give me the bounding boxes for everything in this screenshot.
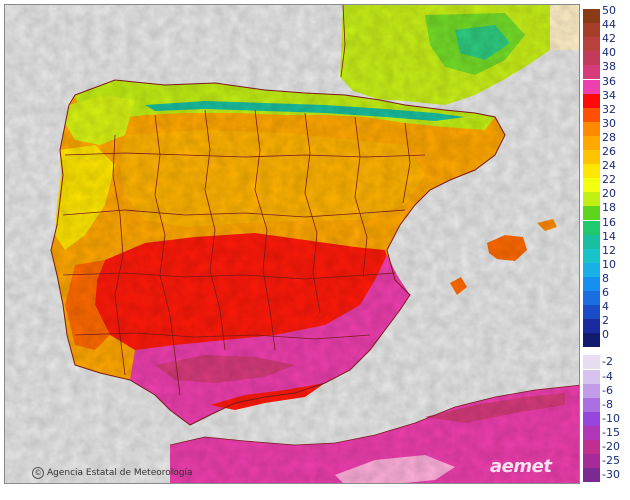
legend-label: 18 xyxy=(602,201,616,215)
legend-label: 20 xyxy=(602,187,616,201)
legend-label: 16 xyxy=(602,215,616,229)
legend-swatch xyxy=(583,397,600,412)
legend-label: -20 xyxy=(602,440,620,453)
legend-label: 36 xyxy=(602,74,616,88)
map-canvas xyxy=(5,5,579,483)
legend-swatch xyxy=(583,37,600,52)
legend-swatch xyxy=(583,411,600,426)
legend-label: 32 xyxy=(602,102,616,116)
legend-swatch xyxy=(583,319,600,334)
legend-swatch xyxy=(583,206,600,221)
legend-swatch xyxy=(583,9,600,24)
legend-label: 14 xyxy=(602,229,616,243)
legend-swatch xyxy=(583,454,600,469)
aemet-watermark: aemet xyxy=(490,456,552,477)
legend-label: 12 xyxy=(602,243,616,257)
legend-label: -6 xyxy=(602,383,613,397)
legend-label: 6 xyxy=(602,286,609,299)
legend-swatch xyxy=(583,150,600,165)
legend-label: -25 xyxy=(602,454,620,468)
legend-label: -2 xyxy=(602,355,613,369)
legend-swatch xyxy=(583,425,600,440)
legend-label: 30 xyxy=(602,116,616,130)
legend-label: 44 xyxy=(602,18,616,32)
temperature-legend: 50 44 42 40 38 36 34 32 30 28 26 24 22 20 18 16 14 12 10 8 6… xyxy=(583,5,628,489)
legend-swatch xyxy=(583,305,600,320)
legend-label: -8 xyxy=(602,397,613,411)
legend-label: -10 xyxy=(602,411,620,425)
legend-swatch xyxy=(583,262,600,277)
credit-text: Agencia Estatal de Meteorología xyxy=(47,468,193,478)
legend-label: 22 xyxy=(602,173,616,187)
legend-swatch xyxy=(583,369,600,384)
legend-label: 4 xyxy=(602,300,609,314)
legend-label: 42 xyxy=(602,32,616,46)
legend-swatch xyxy=(583,79,600,94)
legend-swatch xyxy=(583,234,600,249)
legend-label: 2 xyxy=(602,314,609,328)
legend-label: 10 xyxy=(602,257,616,271)
legend-swatch xyxy=(583,178,600,193)
legend-label: 0 xyxy=(602,328,609,342)
legend-swatch xyxy=(583,291,600,306)
legend-swatch xyxy=(583,135,600,150)
legend-label: 28 xyxy=(602,130,616,144)
legend-swatch xyxy=(583,355,600,370)
legend-swatch xyxy=(583,220,600,235)
legend-swatch xyxy=(583,192,600,207)
legend-label: 26 xyxy=(602,145,616,158)
legend-swatch xyxy=(583,51,600,66)
administrative-borders xyxy=(50,5,579,446)
legend-swatch xyxy=(583,276,600,291)
legend-label: 50 xyxy=(602,4,616,17)
legend-swatch xyxy=(583,164,600,179)
legend-label: 34 xyxy=(602,88,616,102)
legend-swatch xyxy=(583,248,600,263)
copyright-icon: © xyxy=(32,467,44,479)
credit-line: © Agencia Estatal de Meteorología xyxy=(32,467,193,479)
legend-label: -4 xyxy=(602,369,613,383)
legend-swatch xyxy=(583,65,600,80)
legend-swatch xyxy=(583,107,600,122)
terrain-texture xyxy=(5,5,579,483)
legend-label: 40 xyxy=(602,46,616,60)
legend-label: 38 xyxy=(602,60,616,74)
temperature-map xyxy=(4,4,580,484)
legend-label: 24 xyxy=(602,159,616,173)
legend-swatch xyxy=(583,23,600,38)
legend-swatch xyxy=(583,121,600,136)
legend-swatch xyxy=(583,93,600,108)
legend-swatch xyxy=(583,440,600,455)
legend-label: 8 xyxy=(602,271,609,285)
legend-label: -30 xyxy=(602,468,620,482)
legend-swatch xyxy=(583,383,600,398)
legend-label: -15 xyxy=(602,425,620,439)
legend-swatch xyxy=(583,468,600,483)
legend-swatch xyxy=(583,333,600,348)
